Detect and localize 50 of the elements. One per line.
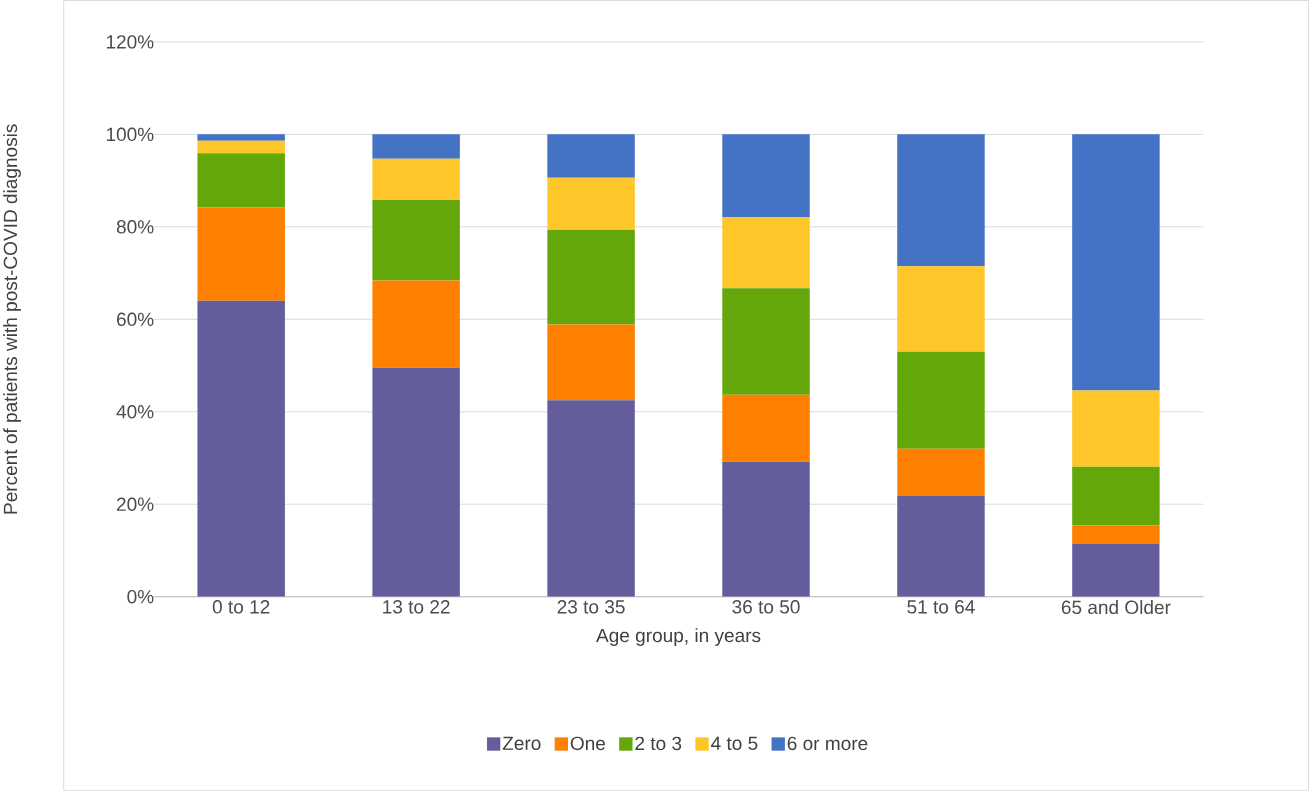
bar [1072,543,1160,597]
x-tick-label: 13 to 22 [383,600,450,614]
bar [1072,134,1160,391]
x-tick-label: 65 and Older [1061,600,1171,615]
bar [722,288,810,395]
bar [1072,525,1160,544]
legend-label: 2 to 3 [635,736,682,751]
bar [897,495,985,597]
bar [722,461,810,597]
bar [722,134,810,218]
bar [197,153,285,208]
y-tick-label: 20% [117,497,154,512]
x-tick-label: 51 to 64 [907,600,975,614]
bar [197,140,285,154]
x-tick-label: 0 to 12 [212,600,270,614]
bar [547,134,635,178]
legend-label: 6 or more [787,736,868,751]
y-tick-label: 60% [117,312,154,327]
bar [197,207,285,301]
bar [372,367,460,597]
bar [372,200,460,281]
bar [722,217,810,289]
bar [547,400,635,597]
y-tick-label: 0% [127,590,154,604]
x-axis-title: Age group, in years [596,628,761,647]
bar [897,351,985,449]
bar [1072,390,1160,467]
x-tick-label: 23 to 35 [557,600,625,614]
bar [197,300,285,597]
y-tick-label: 40% [116,405,154,419]
y-tick-label: 80% [116,220,154,234]
bar [1072,466,1160,526]
bar [197,134,285,141]
y-tick-label: 120% [106,35,154,49]
bar [372,280,460,368]
y-tick-label: 100% [106,127,154,142]
legend-label: 4 to 5 [711,736,758,751]
y-axis-title: Percent of patients with post-COVID diagnosis [3,124,21,514]
bar [722,394,810,462]
bar [372,134,460,159]
bar [372,158,460,201]
bar [897,134,985,267]
bar [547,230,635,325]
bar [547,177,635,231]
bar [547,324,635,401]
bar [897,266,985,352]
legend-label: One [570,736,606,751]
x-tick-label: 36 to 50 [732,600,800,614]
bar [897,448,985,496]
legend-label: Zero [502,736,541,751]
